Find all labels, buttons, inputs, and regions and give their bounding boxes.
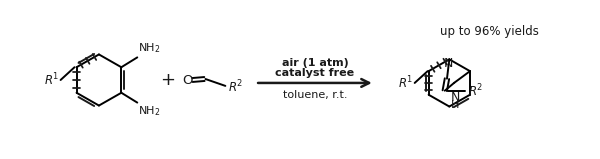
Text: N: N [443, 57, 452, 70]
Text: NH$_2$: NH$_2$ [138, 105, 161, 118]
Text: O: O [182, 74, 193, 87]
Text: +: + [160, 71, 175, 89]
Text: R$^2$: R$^2$ [467, 82, 482, 99]
Text: N: N [451, 91, 460, 104]
Text: NH$_2$: NH$_2$ [138, 42, 161, 55]
Text: R$^2$: R$^2$ [229, 79, 243, 95]
Text: up to 96% yields: up to 96% yields [440, 25, 539, 38]
Text: toluene, r.t.: toluene, r.t. [283, 90, 347, 100]
Text: catalyst free: catalyst free [275, 68, 355, 78]
Text: R$^1$: R$^1$ [44, 72, 59, 88]
Text: air (1 atm): air (1 atm) [281, 58, 349, 68]
Text: R$^1$: R$^1$ [398, 75, 413, 91]
Text: H: H [451, 100, 460, 110]
